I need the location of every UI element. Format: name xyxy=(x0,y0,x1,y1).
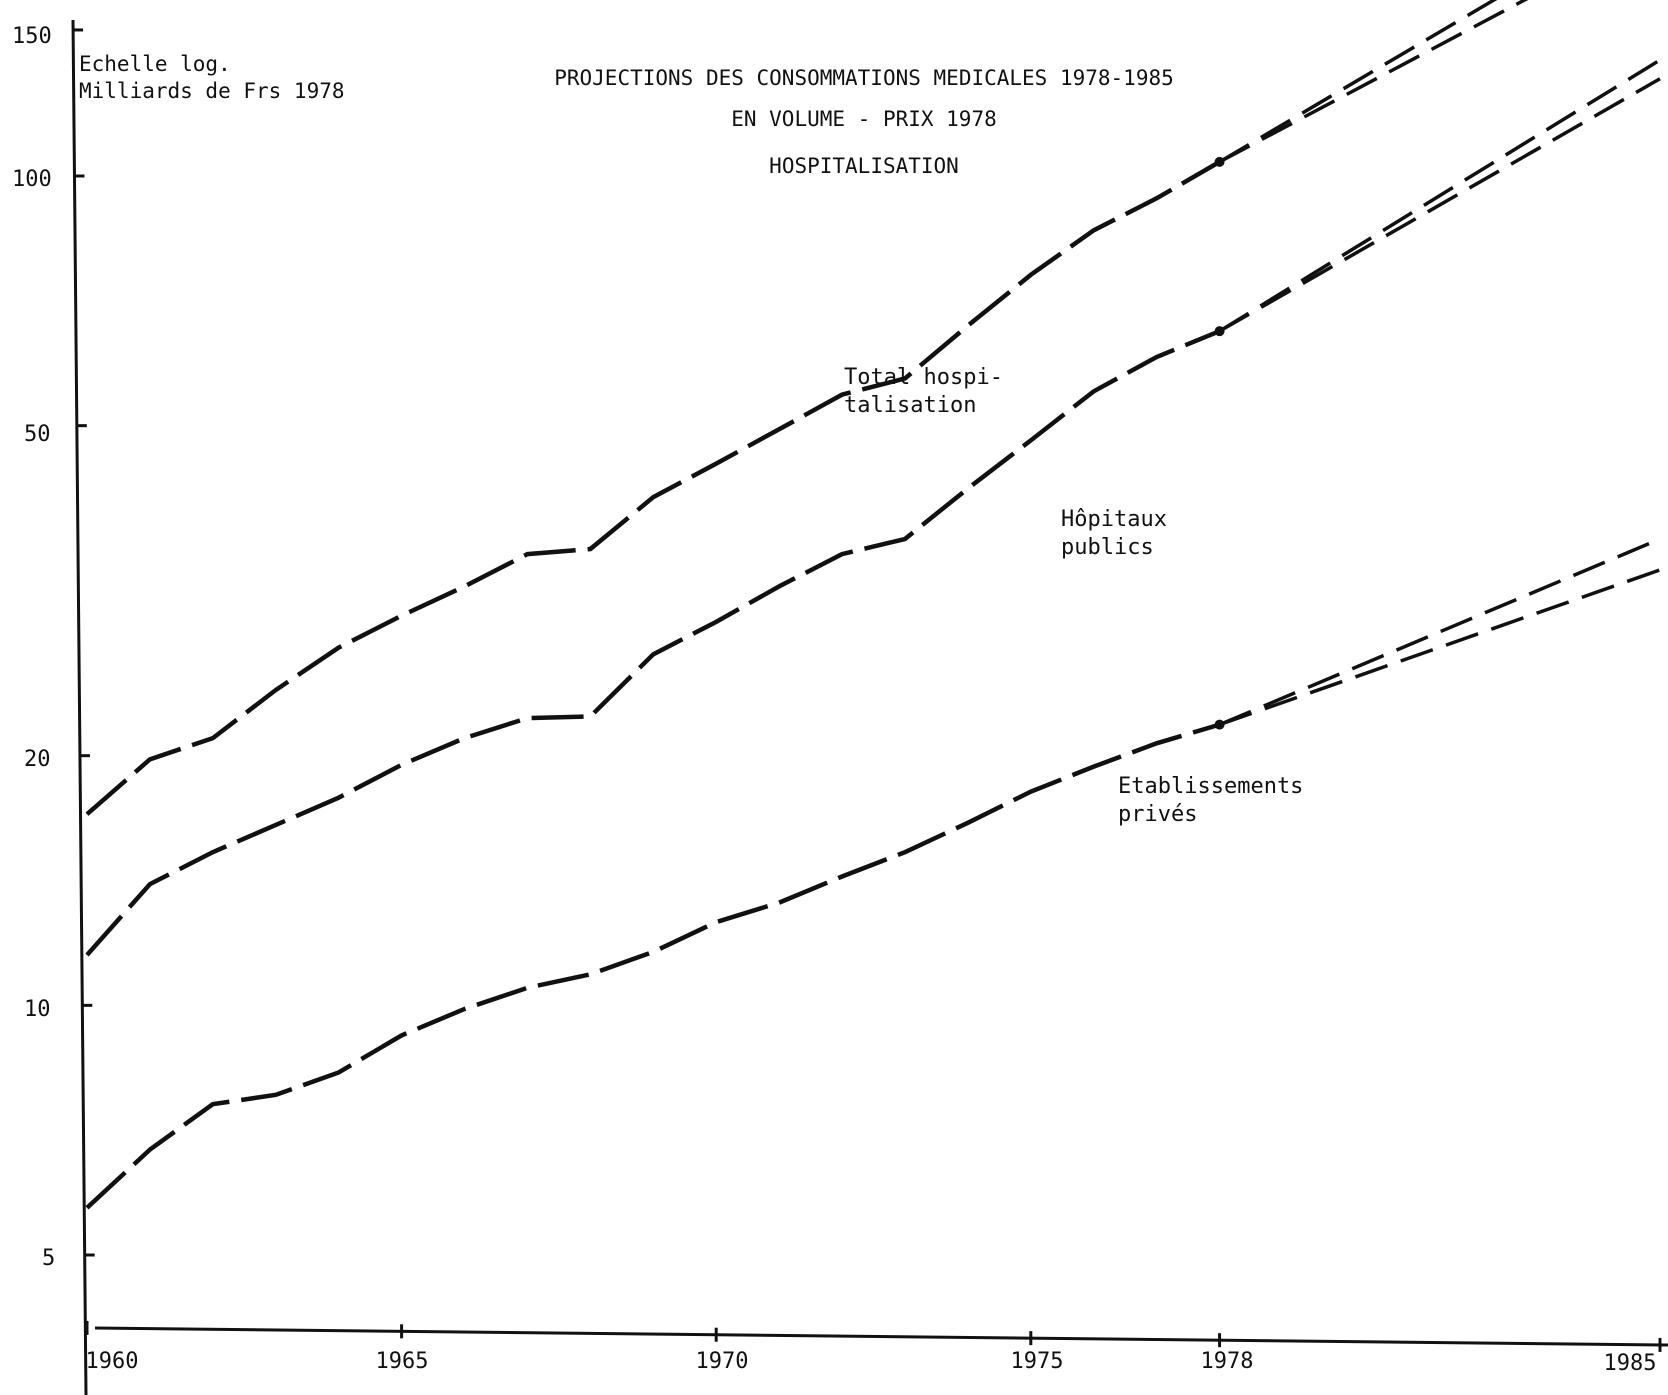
projection-high-hopitaux-publics xyxy=(1218,58,1661,333)
series-line-etablissements-prives xyxy=(85,722,1221,1210)
chart-title: PROJECTIONS DES CONSOMMATIONS MEDICALES … xyxy=(554,66,1174,90)
y-axis xyxy=(71,19,88,1395)
projection-low-total-hospitalisation xyxy=(1218,0,1529,164)
series-label-publics-line1: Hôpitaux xyxy=(1061,507,1167,532)
x-tick-label-1970: 1970 xyxy=(696,1349,749,1374)
series-layer xyxy=(85,0,1661,1210)
series-label-total-line1: Total hospi- xyxy=(844,365,1003,390)
series-line-hopitaux-publics xyxy=(85,329,1221,957)
projection-high-total-hospitalisation xyxy=(1218,0,1498,164)
series-label-publics-line2: publics xyxy=(1061,535,1154,560)
x-tick-group: 1960 1965 1970 1975 1978 1985 xyxy=(86,1349,1657,1376)
chart-subtitle: EN VOLUME - PRIX 1978 xyxy=(731,107,997,131)
x-tick-label-1965: 1965 xyxy=(376,1349,429,1374)
y-tick-label-20: 20 xyxy=(24,747,51,772)
projection-low-hopitaux-publics xyxy=(1218,77,1661,333)
series-label-total-line2: talisation xyxy=(844,393,976,418)
x-tick-label-1985: 1985 xyxy=(1604,1351,1657,1376)
series-label-prives-line2: privés xyxy=(1118,802,1197,827)
y-axis-caption-scale: Echelle log. xyxy=(79,52,231,76)
projection-low-etablissements-prives xyxy=(1218,568,1661,727)
projection-high-etablissements-prives xyxy=(1218,537,1661,727)
y-tick-label-10: 10 xyxy=(24,997,51,1022)
chart-subtitle-hospitalisation: HOSPITALISATION xyxy=(769,154,959,178)
y-axis-caption-unit: Milliards de Frs 1978 xyxy=(79,79,345,103)
series-line-total-hospitalisation xyxy=(85,159,1221,816)
y-tick-label-100: 100 xyxy=(12,167,52,192)
x-tick-label-1978: 1978 xyxy=(1201,1349,1254,1374)
y-tick-label-50: 50 xyxy=(24,422,51,447)
y-tick-group: 150 100 50 20 10 5 xyxy=(12,24,55,1271)
x-tick-label-1975: 1975 xyxy=(1011,1349,1064,1374)
y-tick-label-150: 150 xyxy=(12,24,52,49)
x-tick-label-1960: 1960 xyxy=(86,1349,139,1374)
series-label-prives-line1: Etablissements xyxy=(1118,774,1303,799)
y-tick-label-5: 5 xyxy=(42,1246,55,1271)
x-axis xyxy=(94,1326,1668,1347)
